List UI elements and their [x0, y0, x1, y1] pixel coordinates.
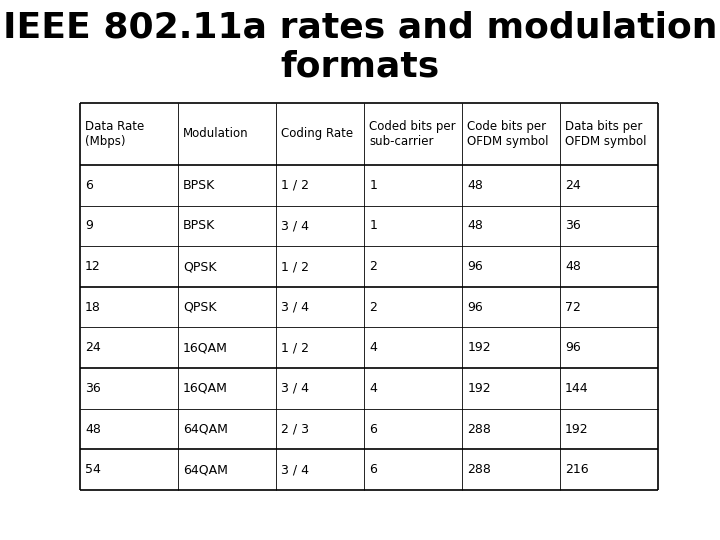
Text: 1 / 2: 1 / 2: [281, 260, 309, 273]
Text: 4: 4: [369, 382, 377, 395]
Text: 48: 48: [85, 422, 101, 436]
Text: Code bits per
OFDM symbol: Code bits per OFDM symbol: [467, 120, 549, 148]
Text: Coding Rate: Coding Rate: [281, 127, 353, 140]
Text: 16QAM: 16QAM: [183, 341, 228, 354]
Text: 9: 9: [85, 219, 93, 232]
Text: 24: 24: [85, 341, 101, 354]
Text: Data bits per
OFDM symbol: Data bits per OFDM symbol: [565, 120, 647, 148]
Text: 144: 144: [565, 382, 589, 395]
Text: 1: 1: [369, 219, 377, 232]
Text: 96: 96: [467, 301, 483, 314]
Text: 6: 6: [369, 422, 377, 436]
Text: 6: 6: [369, 463, 377, 476]
Text: 36: 36: [85, 382, 101, 395]
Text: QPSK: QPSK: [183, 301, 217, 314]
Text: 48: 48: [467, 219, 483, 232]
Text: 192: 192: [467, 341, 491, 354]
Text: 1 / 2: 1 / 2: [281, 341, 309, 354]
Text: 64QAM: 64QAM: [183, 422, 228, 436]
Text: 3 / 4: 3 / 4: [281, 301, 309, 314]
Text: 6: 6: [85, 179, 93, 192]
Text: 96: 96: [467, 260, 483, 273]
Text: 216: 216: [565, 463, 589, 476]
Text: 2: 2: [369, 260, 377, 273]
Text: BPSK: BPSK: [183, 219, 215, 232]
Text: Data Rate
(Mbps): Data Rate (Mbps): [85, 120, 144, 148]
Text: QPSK: QPSK: [183, 260, 217, 273]
Text: Modulation: Modulation: [183, 127, 248, 140]
Text: 18: 18: [85, 301, 101, 314]
Text: 3 / 4: 3 / 4: [281, 463, 309, 476]
Text: 1: 1: [369, 179, 377, 192]
Text: 12: 12: [85, 260, 101, 273]
Text: 54: 54: [85, 463, 101, 476]
Text: 64QAM: 64QAM: [183, 463, 228, 476]
Text: 36: 36: [565, 219, 581, 232]
Text: 1 / 2: 1 / 2: [281, 179, 309, 192]
Text: 3 / 4: 3 / 4: [281, 382, 309, 395]
Text: BPSK: BPSK: [183, 179, 215, 192]
Text: 96: 96: [565, 341, 581, 354]
Text: IEEE 802.11a rates and modulation
formats: IEEE 802.11a rates and modulation format…: [3, 10, 717, 83]
Text: 24: 24: [565, 179, 581, 192]
Text: 3 / 4: 3 / 4: [281, 219, 309, 232]
Text: 2 / 3: 2 / 3: [281, 422, 309, 436]
Text: 192: 192: [565, 422, 589, 436]
Text: 192: 192: [467, 382, 491, 395]
Text: 288: 288: [467, 422, 491, 436]
Text: 72: 72: [565, 301, 581, 314]
Text: Coded bits per
sub-carrier: Coded bits per sub-carrier: [369, 120, 456, 148]
Text: 48: 48: [565, 260, 581, 273]
Text: 2: 2: [369, 301, 377, 314]
Text: 288: 288: [467, 463, 491, 476]
Text: 4: 4: [369, 341, 377, 354]
Text: 16QAM: 16QAM: [183, 382, 228, 395]
Text: 48: 48: [467, 179, 483, 192]
